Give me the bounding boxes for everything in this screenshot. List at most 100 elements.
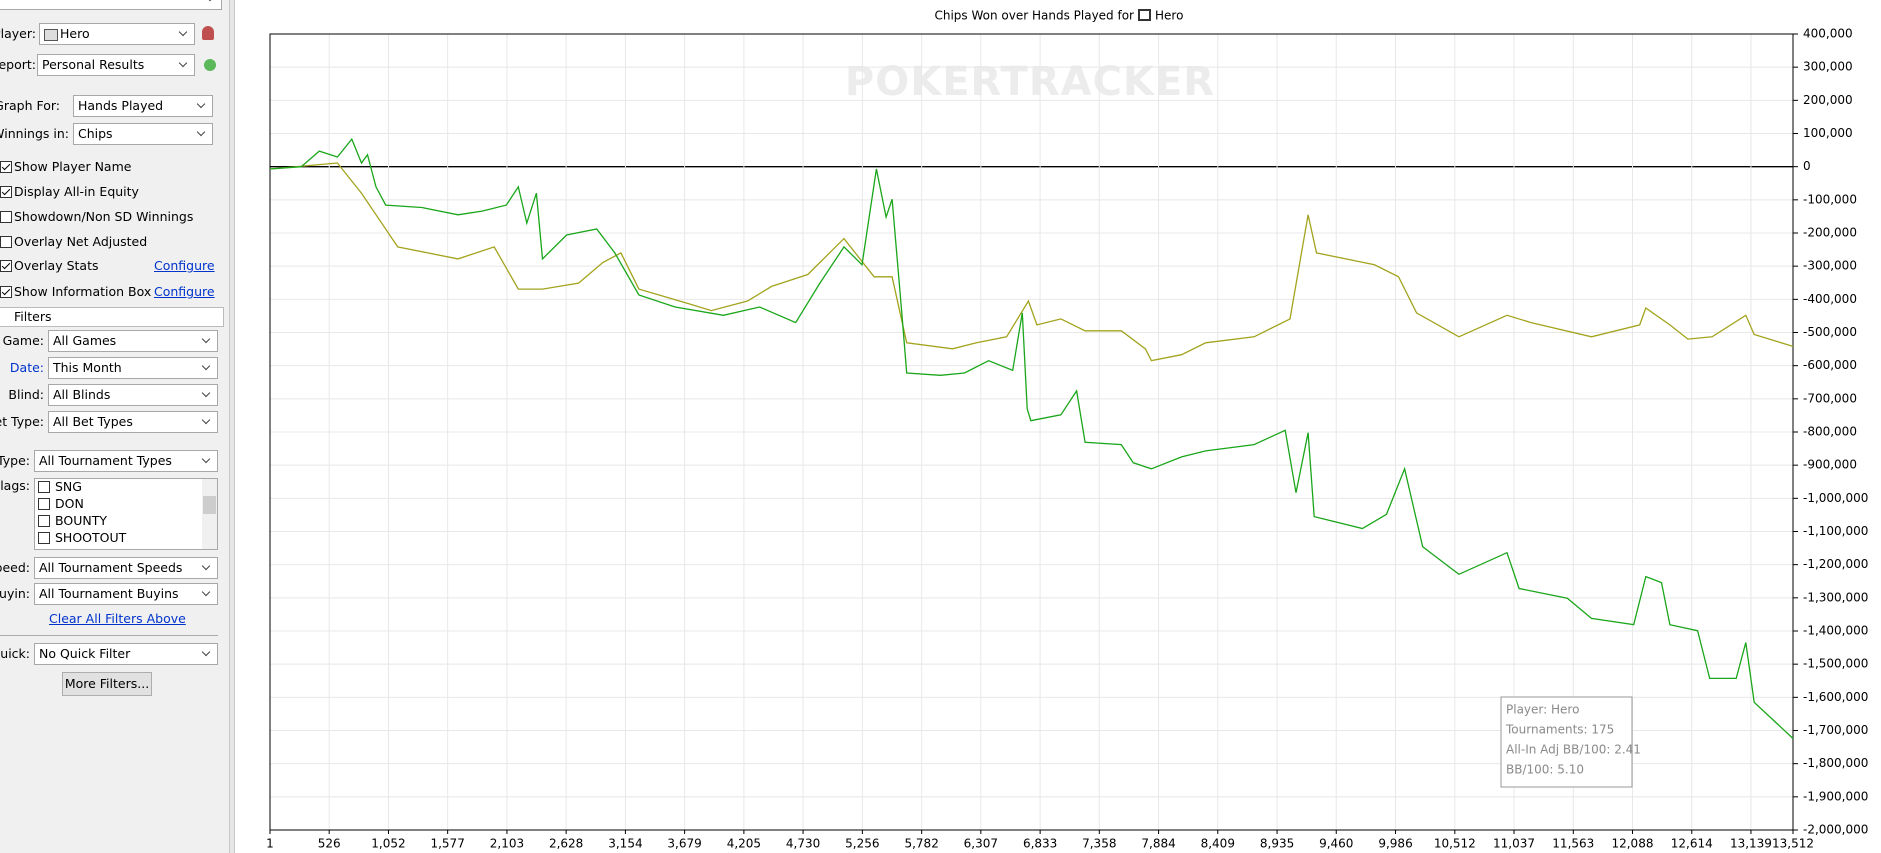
- dropdown[interactable]: Personal Results: [37, 54, 195, 76]
- user-icon: [202, 26, 214, 40]
- search-box[interactable]: [0, 0, 222, 10]
- splitter[interactable]: [229, 0, 235, 853]
- configure-link[interactable]: Configure: [154, 258, 215, 273]
- x-tick-label: 1: [266, 837, 274, 851]
- ok-icon: [204, 59, 216, 71]
- dropdown[interactable]: All Bet Types: [48, 411, 218, 433]
- y-tick-label: -800,000: [1803, 425, 1857, 439]
- checkbox[interactable]: [0, 186, 12, 198]
- x-tick-label: 526: [318, 837, 341, 851]
- x-tick-label: 6,833: [1023, 837, 1057, 851]
- info-line: BB/100: 5.10: [1506, 763, 1584, 777]
- x-tick-label: 12,088: [1611, 837, 1653, 851]
- field-label: Date:: [9, 360, 44, 375]
- y-tick-label: 0: [1803, 159, 1811, 173]
- field-label: Game:: [2, 333, 44, 348]
- filters-header: [0, 307, 224, 327]
- checkbox-label: Overlay Stats: [14, 258, 99, 273]
- checkbox-label: Show Information Box: [14, 284, 152, 299]
- flag-checkbox[interactable]: [38, 532, 50, 544]
- y-tick-label: -1,400,000: [1803, 624, 1868, 638]
- dropdown[interactable]: All Games: [48, 330, 218, 352]
- y-tick-label: -2,000,000: [1803, 823, 1868, 837]
- dropdown[interactable]: Chips: [73, 123, 213, 145]
- x-tick-label: 1,052: [371, 837, 405, 851]
- filters-title: Filters: [14, 309, 52, 324]
- x-tick-label: 10,512: [1434, 837, 1476, 851]
- y-tick-label: 300,000: [1803, 60, 1853, 74]
- dropdown[interactable]: Hero: [39, 23, 195, 45]
- y-tick-label: -1,100,000: [1803, 524, 1868, 538]
- field-label: Report:: [0, 57, 36, 72]
- y-tick-label: -900,000: [1803, 458, 1857, 472]
- checkbox-label: Display All-in Equity: [14, 184, 139, 199]
- dropdown[interactable]: All Tournament Buyins: [34, 583, 218, 605]
- x-tick-label: 7,358: [1082, 837, 1116, 851]
- x-tick-label: 11,563: [1552, 837, 1594, 851]
- player-icon: [1138, 9, 1151, 21]
- y-tick-label: -200,000: [1803, 226, 1857, 240]
- checkbox-label: Show Player Name: [14, 159, 132, 174]
- flag-checkbox[interactable]: [38, 515, 50, 527]
- flag-label: SNG: [55, 479, 82, 494]
- y-tick-label: -500,000: [1803, 325, 1857, 339]
- clear-link[interactable]: Clear All Filters Above: [49, 611, 186, 626]
- x-tick-label: 3,154: [608, 837, 642, 851]
- x-tick-label: 8,935: [1260, 837, 1294, 851]
- x-tick-label: 5,782: [904, 837, 938, 851]
- player-icon-inner: [1140, 11, 1149, 19]
- y-tick-label: -1,700,000: [1803, 723, 1868, 737]
- scroll-thumb: [203, 496, 216, 514]
- y-tick-label: 400,000: [1803, 27, 1853, 41]
- dropdown[interactable]: This Month: [48, 357, 218, 379]
- chart-title-player: Hero: [1155, 9, 1183, 23]
- flag-checkbox[interactable]: [38, 498, 50, 510]
- flag-checkbox[interactable]: [38, 481, 50, 493]
- y-tick-label: 200,000: [1803, 93, 1853, 107]
- y-tick-label: -700,000: [1803, 391, 1857, 405]
- x-tick-label: 9,986: [1378, 837, 1412, 851]
- field-label: Type:: [0, 453, 30, 468]
- dropdown[interactable]: All Tournament Speeds: [34, 557, 218, 579]
- chart-title: Chips Won over Hands Played for: [934, 9, 1134, 23]
- x-tick-label: 4,205: [727, 837, 761, 851]
- info-box: [1500, 696, 1633, 788]
- dropdown[interactable]: No Quick Filter: [34, 643, 218, 665]
- series-line: [269, 137, 1794, 739]
- checkbox[interactable]: [0, 161, 12, 173]
- x-tick-label: 5,256: [845, 837, 879, 851]
- plot-border: [269, 33, 1794, 831]
- watermark: POKERTRACKER: [845, 59, 1215, 105]
- y-tick-label: -1,000,000: [1803, 491, 1868, 505]
- x-tick-label: 11,037: [1493, 837, 1535, 851]
- checkbox[interactable]: [0, 286, 12, 298]
- series-line: [269, 162, 1794, 362]
- x-tick-label: 1,577: [430, 837, 464, 851]
- checkbox[interactable]: [0, 236, 12, 248]
- dropdown[interactable]: Hands Played: [73, 95, 213, 117]
- x-tick-label: 9,460: [1319, 837, 1353, 851]
- x-tick-label: 12,614: [1671, 837, 1713, 851]
- x-tick-label: 3,679: [667, 837, 701, 851]
- checkbox[interactable]: [0, 260, 12, 272]
- field-label: Winnings in:: [0, 126, 69, 141]
- x-tick-label: 8,409: [1201, 837, 1235, 851]
- x-tick-label: 13,139: [1730, 837, 1772, 851]
- dropdown[interactable]: All Blinds: [48, 384, 218, 406]
- scrollbar: [202, 479, 217, 549]
- y-tick-label: -1,500,000: [1803, 657, 1868, 671]
- checkbox[interactable]: [0, 211, 12, 223]
- y-tick-label: -300,000: [1803, 259, 1857, 273]
- y-tick-label: -600,000: [1803, 358, 1857, 372]
- field-label: Bet Type:: [0, 414, 44, 429]
- configure-link[interactable]: Configure: [154, 284, 215, 299]
- dropdown[interactable]: All Tournament Types: [34, 450, 218, 472]
- separator: [0, 635, 218, 636]
- more-button[interactable]: More Filters...: [62, 672, 152, 696]
- checkbox-label: Showdown/Non SD Winnings: [14, 209, 194, 224]
- x-tick-label: 13,512: [1772, 837, 1814, 851]
- y-tick-label: -1,900,000: [1803, 789, 1868, 803]
- x-tick-label: 6,307: [964, 837, 998, 851]
